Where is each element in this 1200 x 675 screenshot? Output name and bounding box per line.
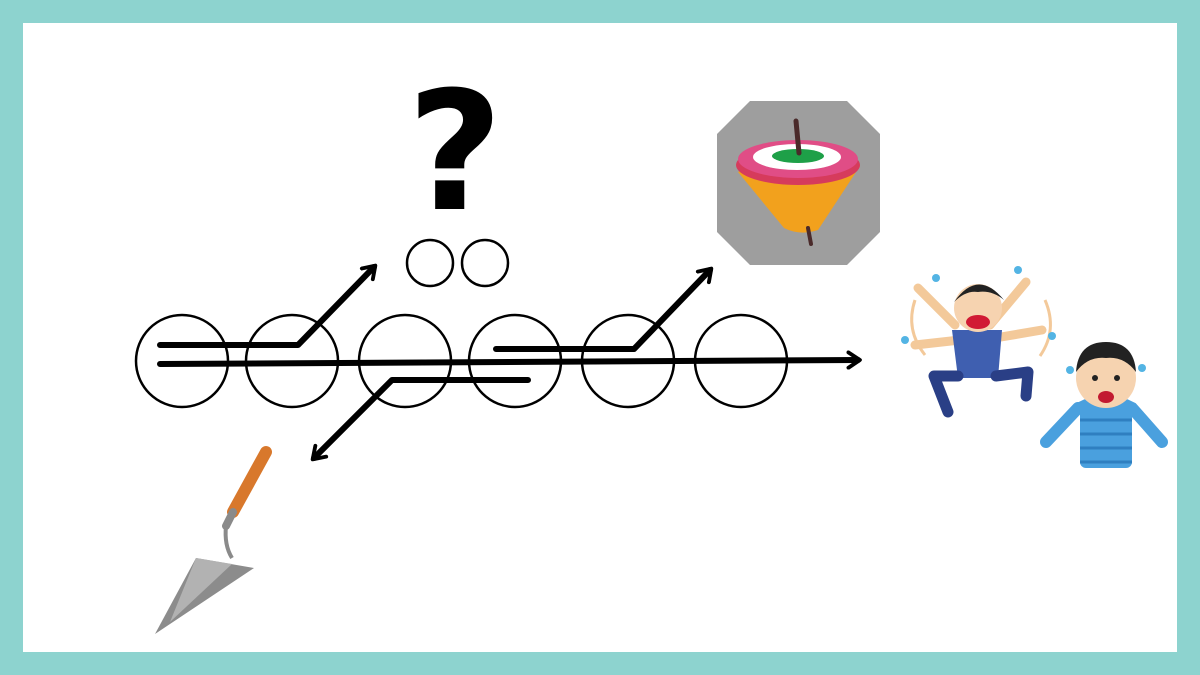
small-circle-2 xyxy=(460,238,510,288)
small-circle-1 xyxy=(405,238,455,288)
arrow-upper-left xyxy=(157,263,378,348)
arrows xyxy=(157,263,862,462)
question-mark-icon: ? xyxy=(407,56,503,248)
startled-boy-icon xyxy=(1040,342,1168,468)
trowel-icon xyxy=(155,446,272,634)
arrow-down-left xyxy=(310,377,531,462)
small-circles xyxy=(405,238,510,288)
spinning-top-icon xyxy=(717,101,880,265)
arrow-upper-right xyxy=(493,266,714,352)
angry-child-icon xyxy=(901,266,1056,418)
arrow-main xyxy=(157,350,862,370)
